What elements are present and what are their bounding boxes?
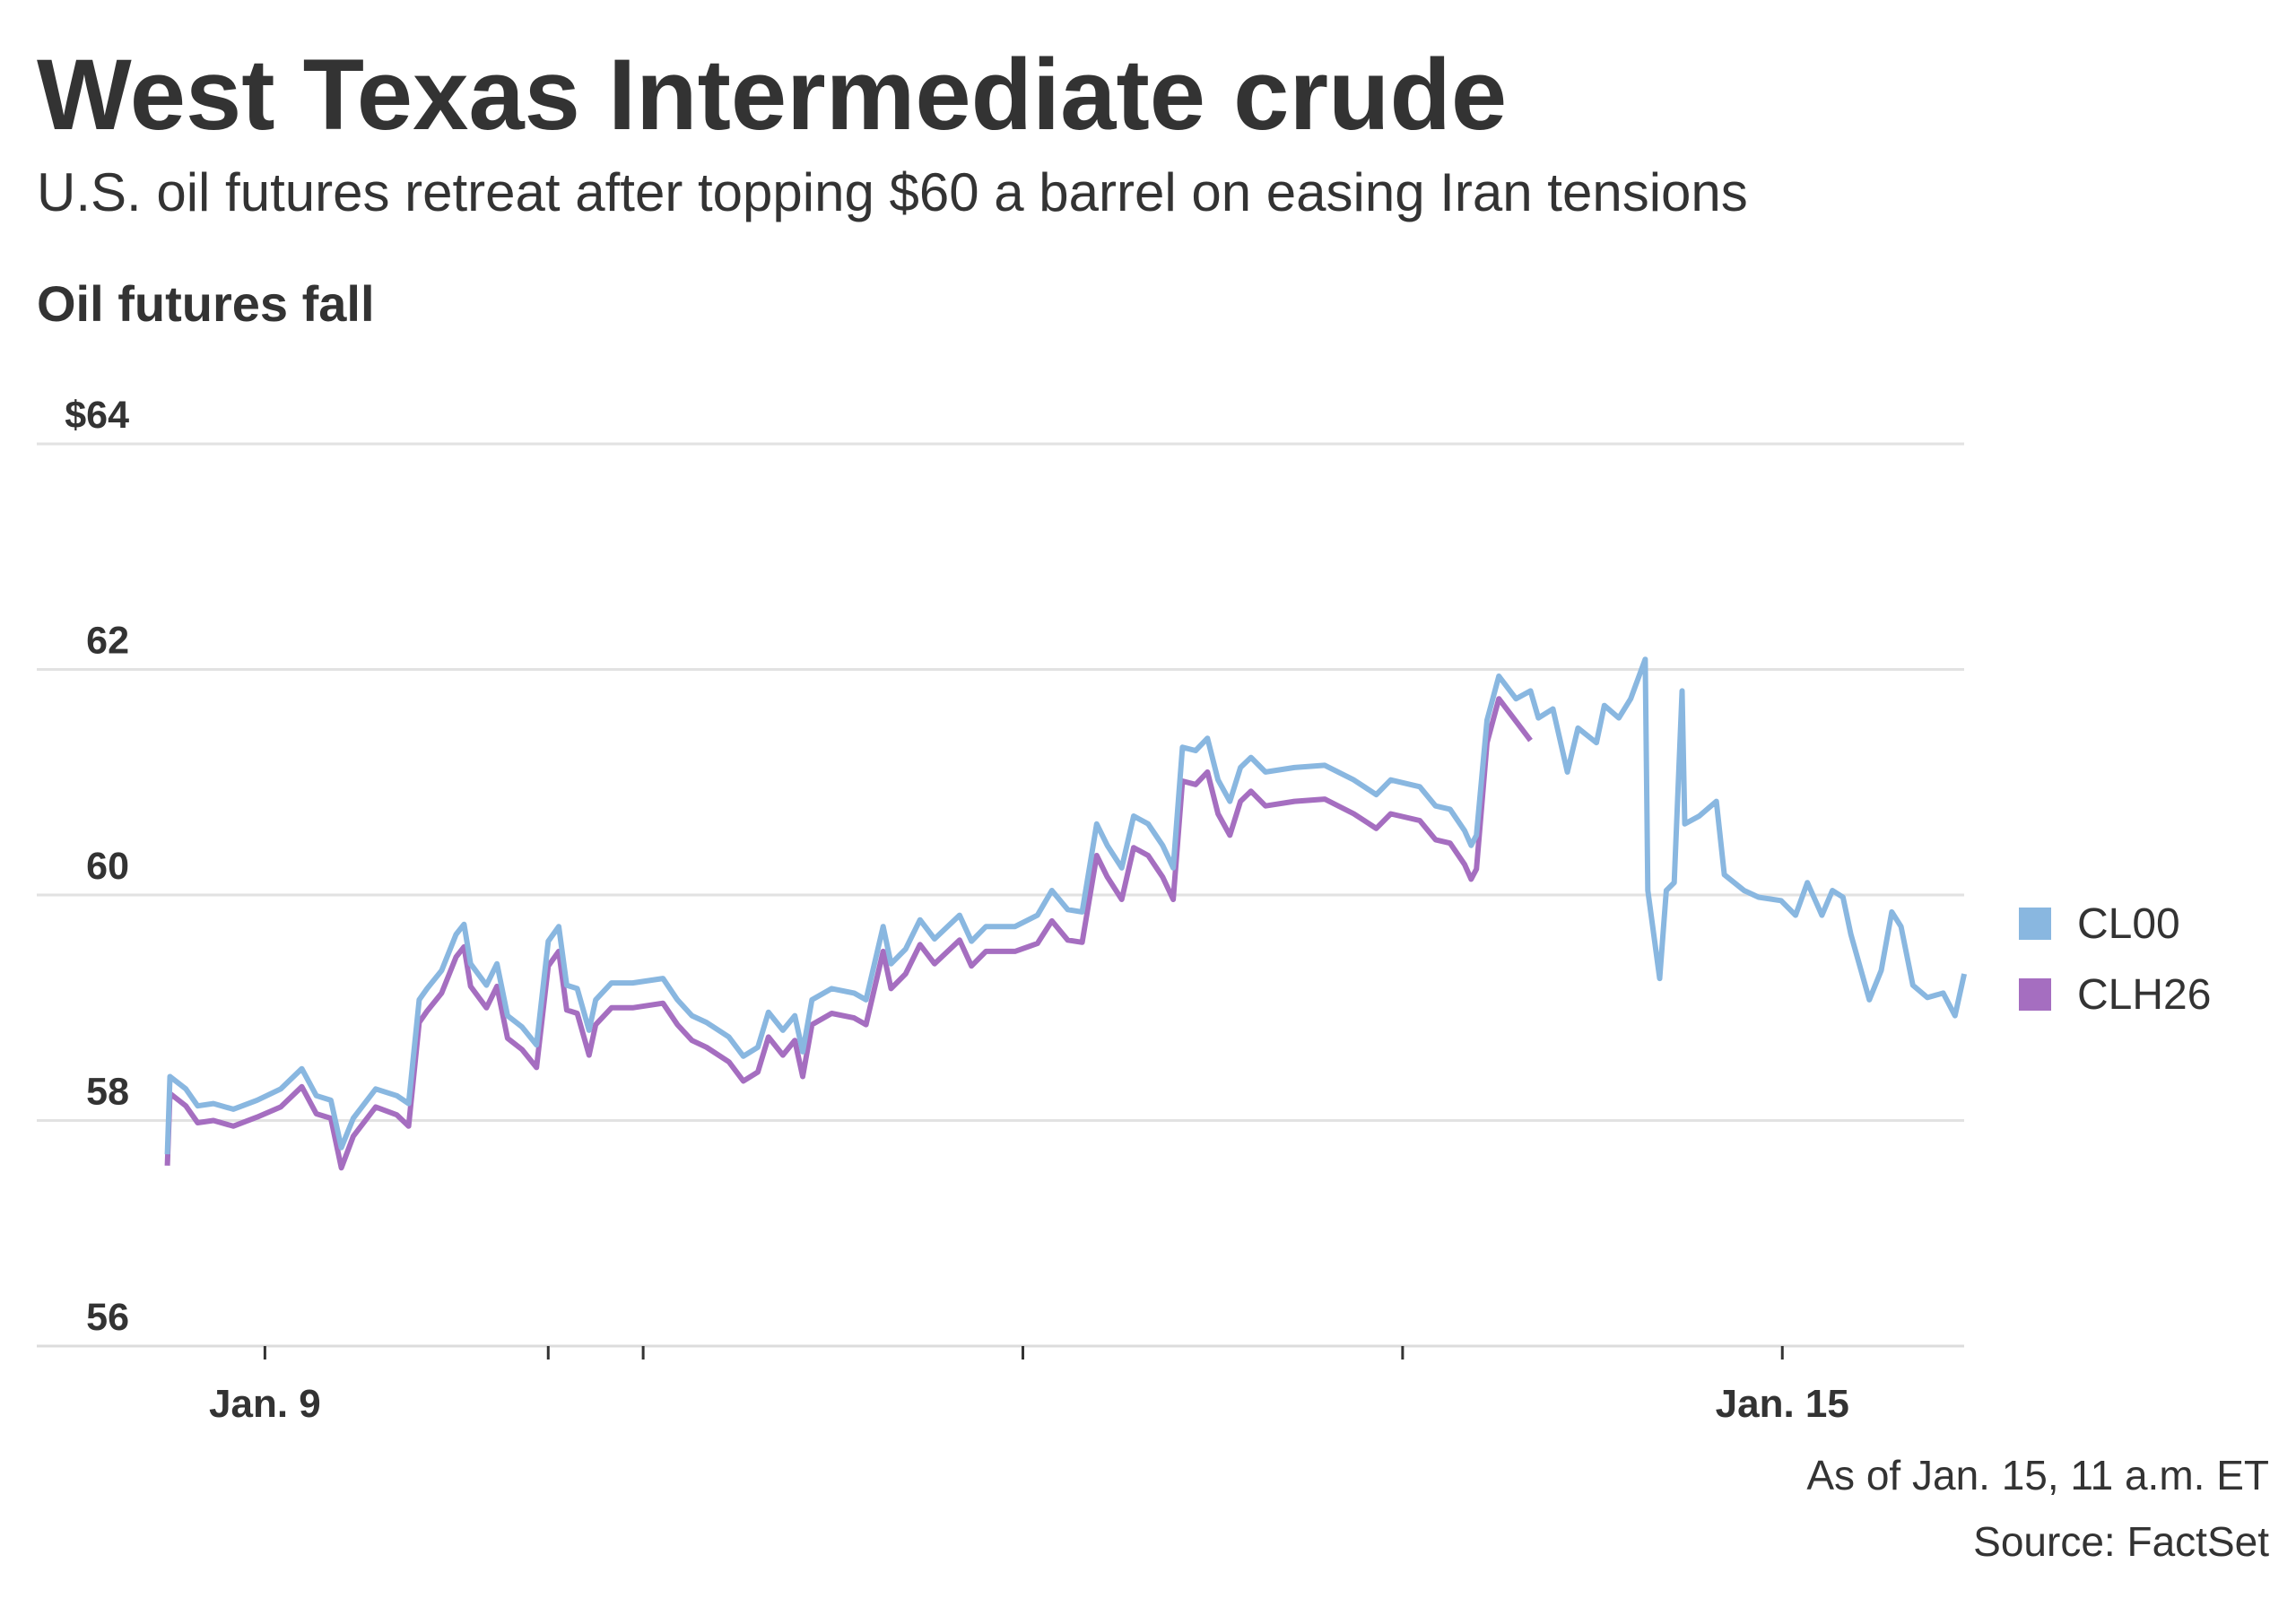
y-tick-label: 58 [86, 1071, 129, 1114]
legend-label-clh26: CLH26 [2077, 971, 2211, 1019]
source-note: Source: FactSet [1973, 1518, 2269, 1565]
x-tick-label: Jan. 15 [1716, 1382, 1849, 1426]
y-tick-label: 56 [86, 1296, 129, 1339]
x-tick-label: Jan. 9 [209, 1382, 321, 1426]
x-axis: Jan. 9 Jan. 15 [209, 1346, 1849, 1426]
series-line-cl00 [164, 656, 1968, 1155]
series-lines [164, 656, 1968, 1171]
y-tick-label: 60 [86, 845, 129, 888]
y-tick-label: 62 [86, 620, 129, 663]
as-of-note: As of Jan. 15, 11 a.m. ET [1806, 1452, 2269, 1498]
legend-swatch-clh26 [2019, 978, 2051, 1011]
subtitle: U.S. oil futures retreat after topping $… [37, 162, 1748, 222]
legend-swatch-cl00 [2019, 908, 2051, 940]
y-tick-label: $64 [65, 394, 129, 437]
legend-label-cl00: CL00 [2077, 900, 2180, 948]
y-grid: $64 62 60 58 56 [37, 394, 1964, 1348]
chart-title: Oil futures fall [37, 275, 375, 332]
page-title: West Texas Intermediate crude [37, 39, 1507, 151]
legend: CL00 CLH26 [2019, 900, 2211, 1019]
